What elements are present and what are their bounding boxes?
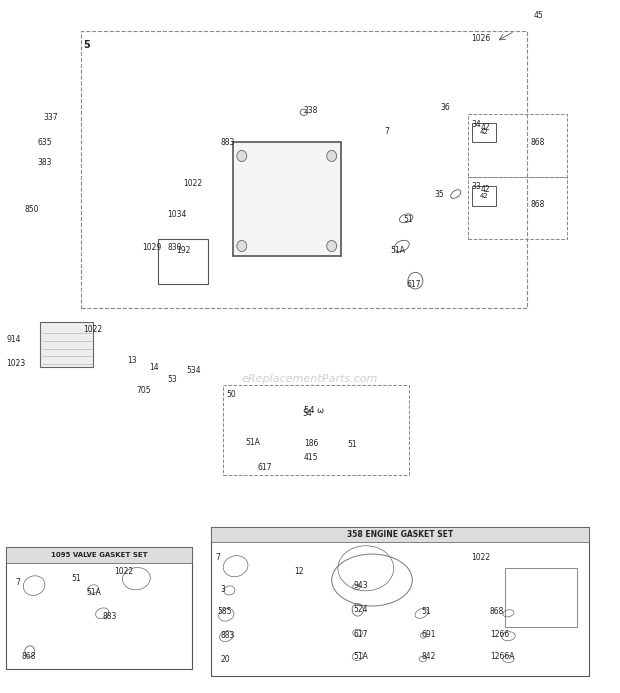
Text: 51A: 51A (353, 653, 368, 661)
Text: 1095 VALVE GASKET SET: 1095 VALVE GASKET SET (51, 552, 148, 558)
Circle shape (327, 240, 337, 252)
Text: 51: 51 (422, 607, 432, 615)
Text: 14: 14 (149, 363, 159, 371)
Bar (81, 31, 527, 308)
Text: 1022: 1022 (183, 179, 202, 188)
Text: 3: 3 (220, 585, 225, 593)
Circle shape (237, 240, 247, 252)
Text: 53: 53 (167, 376, 177, 384)
Text: 20: 20 (220, 656, 230, 664)
Text: 54 ⍵: 54 ⍵ (304, 407, 324, 415)
Bar (472, 123, 496, 142)
Text: 1029: 1029 (143, 243, 162, 252)
Text: 868: 868 (22, 652, 36, 660)
Text: 868: 868 (490, 607, 504, 615)
Text: 12: 12 (294, 568, 304, 576)
Text: 524: 524 (353, 606, 368, 614)
Text: 383: 383 (37, 159, 51, 167)
Text: 51: 51 (71, 574, 81, 583)
Text: 186: 186 (304, 439, 318, 448)
Text: 1022: 1022 (115, 568, 134, 576)
Text: 51: 51 (347, 441, 357, 449)
Bar (6, 547, 192, 669)
Text: 51A: 51A (245, 438, 260, 446)
Text: 13: 13 (127, 356, 137, 365)
Text: 842: 842 (422, 653, 436, 661)
Text: 35: 35 (434, 190, 444, 198)
Text: 54: 54 (303, 410, 312, 418)
Text: 1022: 1022 (84, 325, 103, 333)
Text: 337: 337 (43, 114, 58, 122)
Bar (6, 547, 192, 563)
Text: 45: 45 (533, 11, 543, 19)
Bar (40, 322, 93, 367)
Text: 617: 617 (353, 630, 368, 638)
Text: 883: 883 (102, 613, 117, 621)
Text: 1026: 1026 (471, 34, 490, 42)
Text: 42: 42 (480, 193, 489, 199)
Bar (211, 527, 589, 676)
Bar (505, 568, 577, 627)
Text: 868: 868 (530, 200, 544, 209)
Text: 42: 42 (480, 130, 489, 135)
Text: 192: 192 (175, 246, 190, 255)
Text: 36: 36 (440, 103, 450, 112)
Text: 868: 868 (530, 138, 544, 146)
Bar (468, 114, 567, 177)
Text: 51A: 51A (391, 247, 405, 255)
Bar (472, 186, 496, 206)
Text: 705: 705 (136, 386, 151, 394)
Text: 883: 883 (220, 631, 234, 640)
Text: 358 ENGINE GASKET SET: 358 ENGINE GASKET SET (347, 530, 453, 538)
Text: 51: 51 (403, 216, 413, 224)
Text: 1034: 1034 (167, 211, 187, 219)
Text: 7: 7 (384, 128, 389, 136)
Bar (211, 527, 589, 542)
Text: 42: 42 (480, 123, 490, 132)
Circle shape (327, 150, 337, 161)
Text: 42: 42 (480, 186, 490, 194)
Text: 691: 691 (422, 630, 436, 638)
Text: 7: 7 (16, 578, 20, 586)
Text: 883: 883 (220, 138, 234, 146)
Text: eReplacementParts.com: eReplacementParts.com (242, 374, 378, 384)
Bar (468, 177, 567, 239)
Bar (232, 142, 341, 256)
Text: 5: 5 (84, 40, 91, 49)
Text: 50: 50 (226, 390, 236, 399)
Text: 1266: 1266 (490, 630, 509, 638)
Text: 534: 534 (186, 367, 201, 375)
Text: 635: 635 (37, 138, 52, 146)
Text: 830: 830 (167, 243, 182, 252)
Text: 943: 943 (353, 581, 368, 590)
Bar (158, 239, 208, 284)
Text: 33: 33 (471, 182, 481, 191)
Text: 617: 617 (406, 280, 420, 288)
Bar (223, 385, 409, 475)
Text: 585: 585 (217, 607, 231, 615)
Text: 914: 914 (6, 335, 20, 344)
Text: 617: 617 (257, 464, 272, 472)
Circle shape (237, 150, 247, 161)
Text: 1022: 1022 (471, 554, 490, 562)
Text: 34: 34 (471, 120, 481, 129)
Text: 415: 415 (304, 453, 318, 462)
Text: 850: 850 (25, 205, 39, 213)
Text: 238: 238 (304, 107, 318, 115)
Text: 1023: 1023 (6, 360, 25, 368)
Text: 7: 7 (216, 554, 221, 562)
Text: 51A: 51A (87, 588, 102, 597)
Text: 1266A: 1266A (490, 653, 515, 661)
